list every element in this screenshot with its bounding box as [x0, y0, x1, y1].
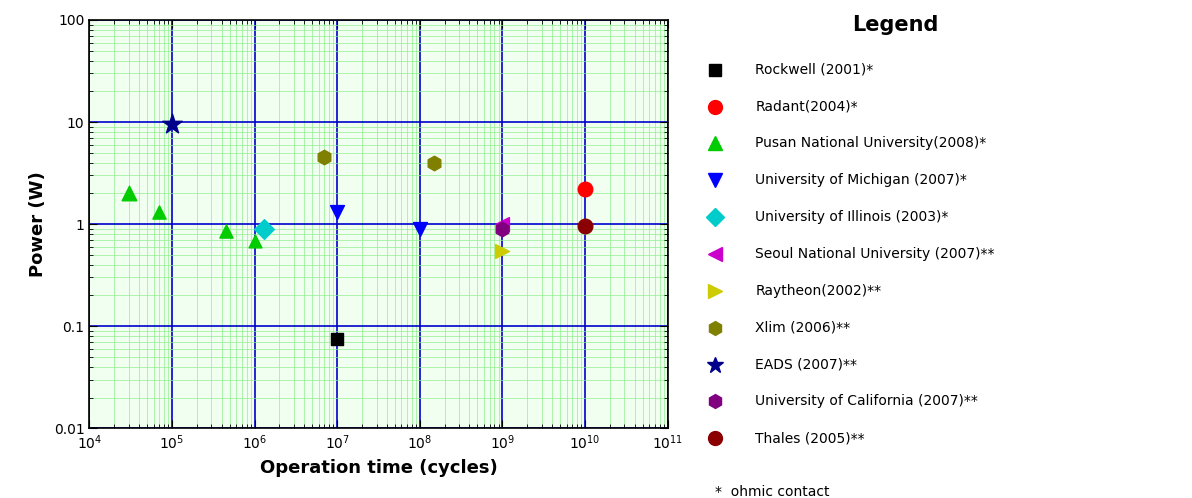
Point — [246, 237, 265, 245]
Point — [315, 153, 334, 161]
Y-axis label: Power (W): Power (W) — [29, 171, 46, 277]
Text: Pusan National University(2008)*: Pusan National University(2008)* — [756, 136, 987, 150]
Point — [328, 335, 347, 343]
Text: Seoul National University (2007)**: Seoul National University (2007)** — [756, 247, 995, 261]
Point — [119, 189, 138, 197]
Text: EADS (2007)**: EADS (2007)** — [756, 358, 857, 372]
Text: University of Illinois (2003)*: University of Illinois (2003)* — [756, 210, 949, 224]
Point — [217, 227, 236, 235]
Point — [576, 223, 595, 231]
Point — [576, 185, 595, 193]
Text: Legend: Legend — [852, 15, 939, 35]
Point — [254, 225, 273, 233]
Point — [410, 225, 429, 233]
Text: University of Michigan (2007)*: University of Michigan (2007)* — [756, 173, 968, 187]
Text: University of California (2007)**: University of California (2007)** — [756, 394, 979, 408]
X-axis label: Operation time (cycles): Operation time (cycles) — [260, 459, 497, 477]
Point — [162, 121, 181, 128]
Point — [492, 220, 511, 228]
Text: Radant(2004)*: Radant(2004)* — [756, 100, 858, 114]
Text: Raytheon(2002)**: Raytheon(2002)** — [756, 284, 882, 298]
Text: Rockwell (2001)*: Rockwell (2001)* — [756, 63, 874, 77]
Text: *  ohmic contact: * ohmic contact — [715, 485, 830, 498]
Text: Xlim (2006)**: Xlim (2006)** — [756, 321, 851, 335]
Point — [424, 159, 443, 167]
Text: Thales (2005)**: Thales (2005)** — [756, 431, 865, 445]
Point — [492, 225, 511, 233]
Point — [328, 209, 347, 217]
Point — [492, 247, 511, 254]
Point — [150, 209, 169, 217]
